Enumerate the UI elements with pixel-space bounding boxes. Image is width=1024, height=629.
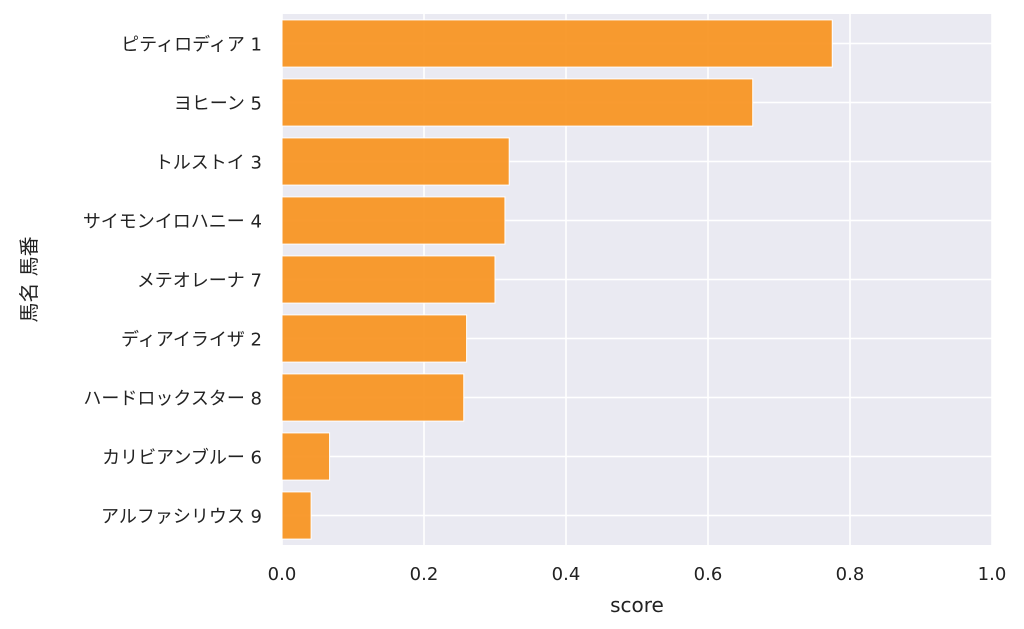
bar [281,314,468,363]
y-tick-label: カリビアンブルー 6 [102,447,262,469]
y-tick-label: ハードロックスター 8 [83,389,262,410]
bar [281,196,506,245]
bar [281,137,510,186]
y-tick-label: サイモンイロハニー 4 [83,212,262,233]
bar [281,432,331,481]
bar [281,78,754,127]
y-tick-label: トルストイ 3 [155,153,262,174]
x-axis-title: score [610,593,664,617]
x-tick-label: 0.0 [268,564,297,585]
x-tick-label: 0.2 [410,564,439,585]
y-tick-label: メテオレーナ 7 [137,271,262,292]
bar [281,255,496,304]
bar [281,491,312,540]
y-tick-label: ディアイライザ 2 [121,330,262,351]
y-axis-title: 馬名 馬番 [17,236,41,322]
y-tick-label: ヨヒーン 5 [174,94,262,115]
y-tick-label: ピティロディア 1 [121,35,262,56]
x-tick-label: 1.0 [978,564,1007,585]
bar [281,19,833,68]
bar [281,373,465,422]
x-tick-labels: 0.0 0.2 0.4 0.6 0.8 1.0 [268,564,1007,585]
y-tick-labels: ピティロディア 1 ヨヒーン 5 トルストイ 3 サイモンイロハニー 4 メテオレーナ … [83,35,262,528]
y-tick-label: アルファシリウス 9 [101,507,262,528]
x-tick-label: 0.4 [552,564,581,585]
x-tick-label: 0.8 [836,564,865,585]
bars [281,19,833,540]
x-tick-label: 0.6 [694,564,723,585]
